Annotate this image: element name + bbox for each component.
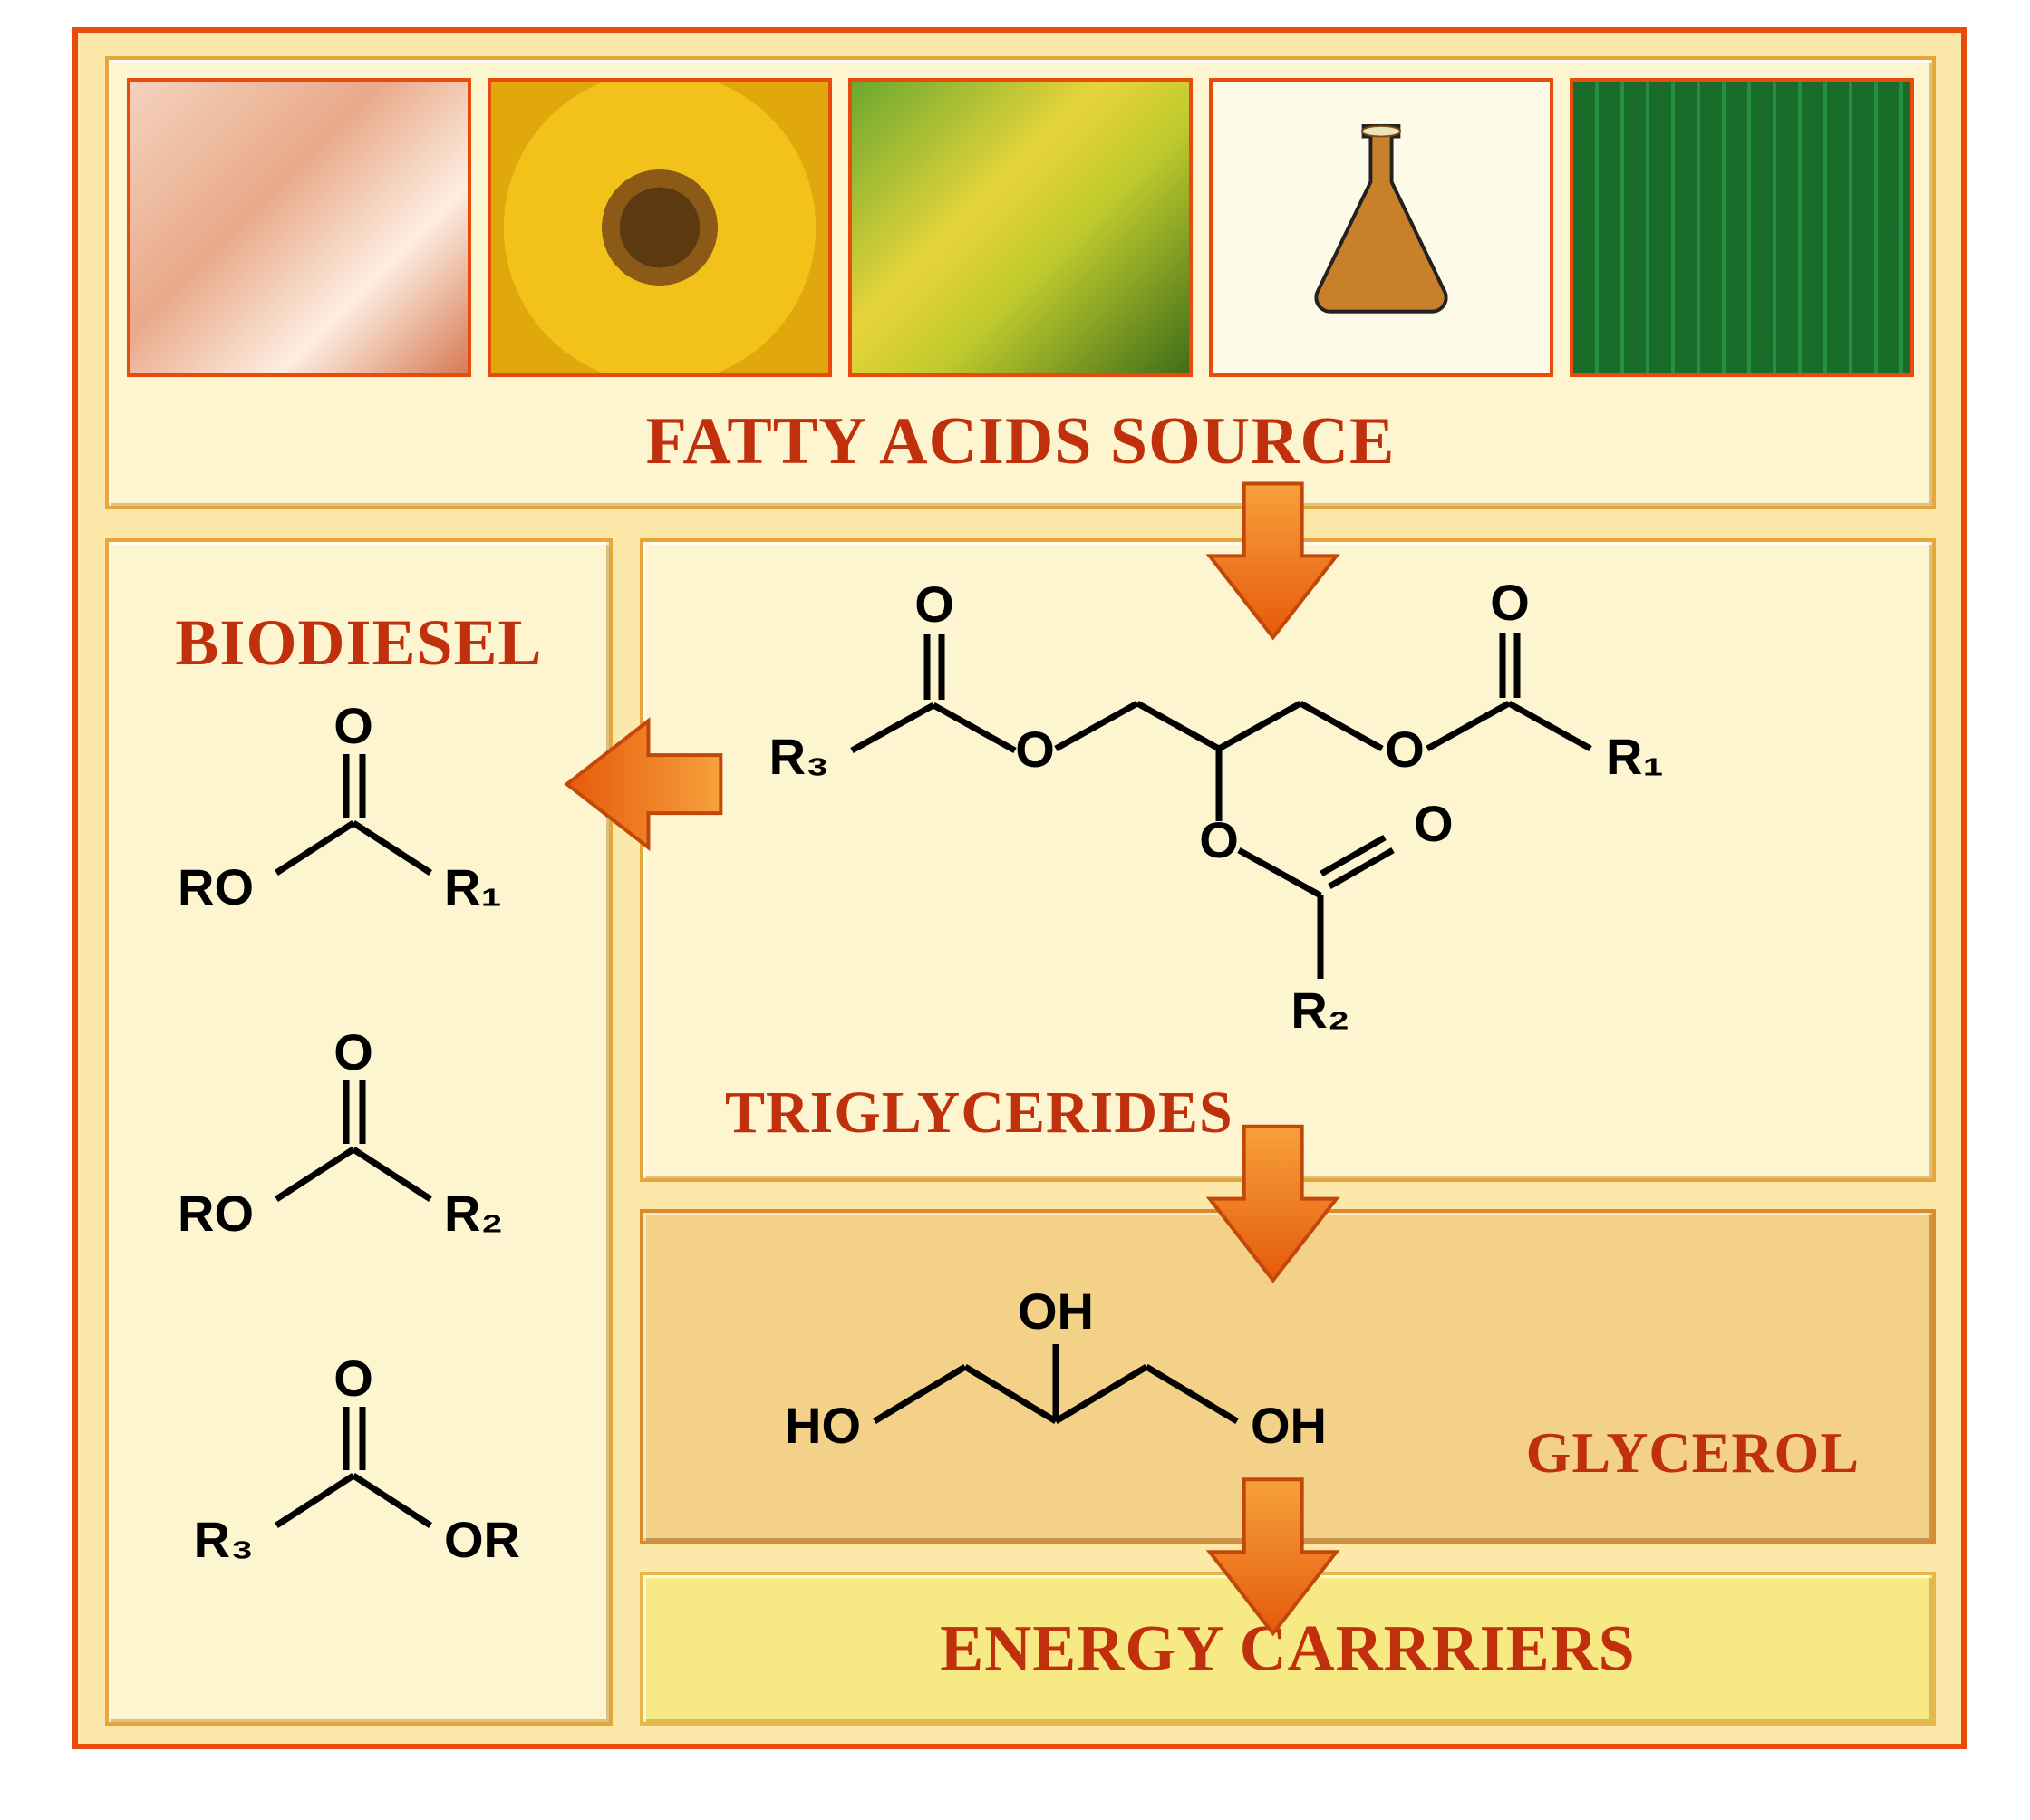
- source-oil-flask: [1209, 78, 1553, 377]
- source-rapeseed: [848, 78, 1193, 377]
- atom-Odbl-right: O: [1490, 574, 1530, 631]
- atom-OH-mid: OH: [1018, 1283, 1094, 1340]
- atom-Oeth-L2: O: [1199, 811, 1239, 868]
- atom-O: O: [334, 705, 373, 754]
- atom-R2: R₂: [444, 1185, 503, 1242]
- glycerol-panel: HO OH OH GLYCEROL: [640, 1209, 1936, 1544]
- atom-HO-left: HO: [785, 1397, 861, 1454]
- atom-Oeth-L1: O: [1015, 721, 1055, 778]
- source-animal-fat: [127, 78, 471, 377]
- atom-O: O: [334, 1350, 373, 1407]
- atom-RO: RO: [178, 1185, 254, 1242]
- triglycerides-panel: O O O O O O R₃ R₁ R₂ TRIGLYCERIDES: [640, 538, 1936, 1182]
- glycerol-title: GLYCEROL: [1526, 1419, 1860, 1486]
- glycerol-chem: HO OH OH: [716, 1240, 1441, 1512]
- atom-R1: R₁: [1606, 728, 1664, 785]
- triglycerides-title: TRIGLYCERIDES: [725, 1079, 1233, 1147]
- atom-Odbl-mid: O: [1414, 795, 1454, 852]
- atom-R2: R₂: [1290, 982, 1349, 1039]
- atom-OR: OR: [444, 1511, 520, 1568]
- atom-OH-right: OH: [1251, 1397, 1327, 1454]
- sources-panel: FATTY ACIDS SOURCE: [105, 56, 1936, 509]
- atom-R3: R₃: [769, 728, 829, 785]
- atom-Odbl-left: O: [914, 576, 954, 633]
- atom-RO: RO: [178, 858, 254, 915]
- outer-frame: FATTY ACIDS SOURCE BIODIESEL: [72, 27, 1967, 1749]
- biodiesel-title: BIODIESEL: [109, 605, 609, 681]
- source-sunflower: [488, 78, 832, 377]
- diagram-canvas: FATTY ACIDS SOURCE BIODIESEL: [18, 18, 2012, 1802]
- energy-panel: ENERGY CARRRIERS: [640, 1572, 1936, 1726]
- atom-Oeth-R: O: [1385, 721, 1425, 778]
- atom-R1: R₁: [444, 858, 502, 915]
- triglyceride-chem: O O O O O O R₃ R₁ R₂: [643, 569, 1939, 1113]
- energy-title: ENERGY CARRRIERS: [643, 1612, 1932, 1687]
- biodiesel-chem: O RO R₁ O RO R₂ O R₃ OR: [109, 705, 616, 1720]
- source-algae-bioreactor: [1570, 78, 1914, 377]
- atom-R3: R₃: [194, 1511, 254, 1568]
- sources-image-row: [127, 78, 1914, 377]
- sources-title: FATTY ACIDS SOURCE: [109, 403, 1932, 480]
- biodiesel-panel: BIODIESEL O RO: [105, 538, 613, 1726]
- atom-O: O: [334, 1023, 373, 1080]
